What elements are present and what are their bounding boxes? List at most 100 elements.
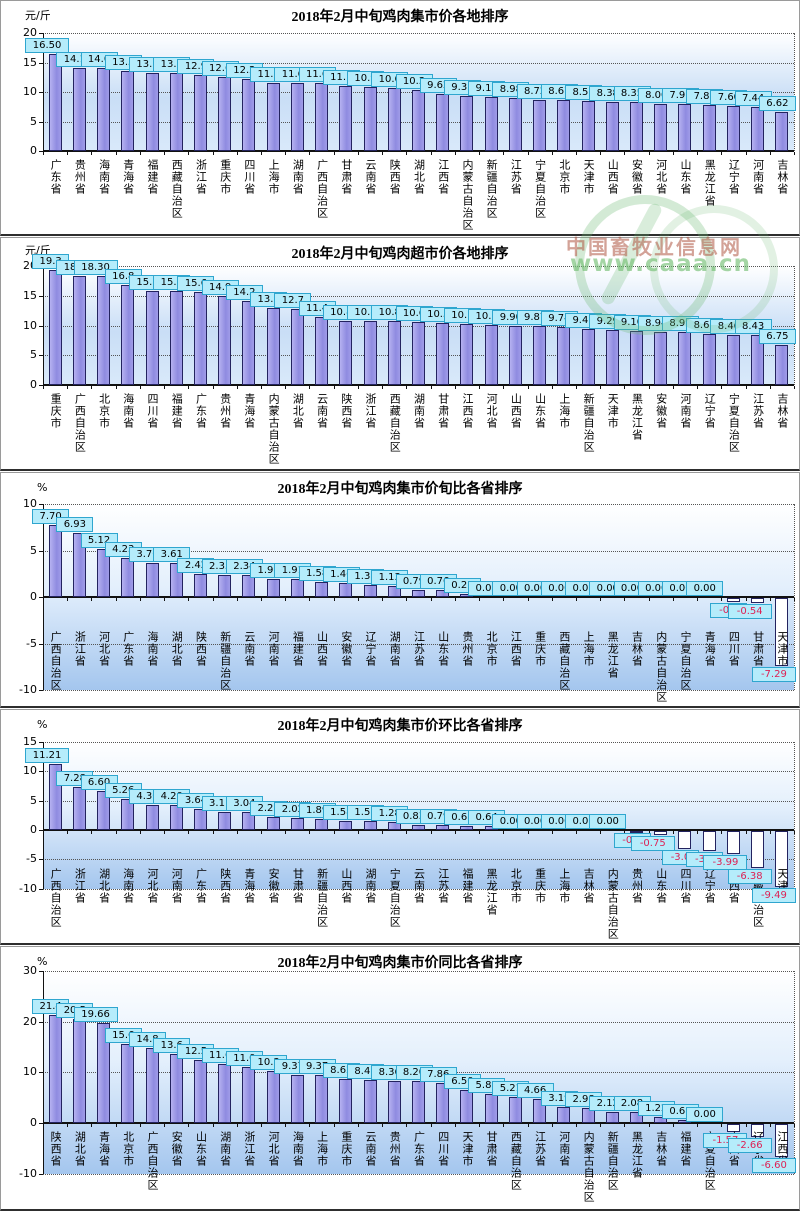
x-axis-label: 河北省	[485, 393, 499, 429]
x-axis-label: 上海市	[267, 159, 281, 195]
x-axis-label: 北京市	[557, 159, 571, 195]
x-axis-label: 四川省	[678, 868, 692, 904]
grid-line	[43, 1173, 794, 1175]
axis-tick	[39, 550, 43, 552]
bar	[193, 74, 207, 151]
x-axis-label: 浙江省	[194, 159, 208, 195]
x-axis-label: 云南省	[315, 393, 329, 429]
bar	[145, 72, 159, 151]
axis-tick	[430, 386, 432, 389]
plot-right-border	[794, 266, 795, 385]
y-tick-label: 5	[30, 543, 37, 557]
y-axis-line	[43, 742, 44, 889]
x-axis-label: 山东省	[194, 1131, 208, 1167]
axis-tick	[236, 598, 238, 601]
supermarket-price-chart-panel: 2018年2月中旬鸡肉超市价各地排序 元/斤 20 15 10 5 0 重庆市 广西自治区北…	[0, 237, 800, 471]
plot-right-border	[794, 971, 795, 1174]
axis-tick	[697, 598, 699, 601]
x-axis-label: 北京市	[97, 393, 111, 429]
axis-tick	[39, 355, 43, 357]
bar	[363, 320, 377, 385]
axis-tick	[67, 831, 69, 834]
negative-bar	[751, 598, 765, 604]
axis-tick	[357, 1124, 359, 1127]
axis-tick	[769, 152, 771, 155]
y-axis-unit: 元/斤	[25, 244, 51, 257]
x-axis-label: 黑龙江省	[485, 868, 499, 916]
axis-tick	[67, 1124, 69, 1127]
axis-tick	[357, 386, 359, 389]
x-axis-label: 湖北省	[291, 393, 305, 429]
plot-area: 10 5 0 -5 -10 广西自治区 浙江省 河北省 广东省 海南省 湖北省 陕西省 新疆自治区 云南省…	[1, 473, 799, 706]
axis-tick	[600, 598, 602, 601]
x-axis-label: 宁夏自治区	[678, 631, 692, 691]
bar	[339, 583, 353, 597]
x-axis-label: 上海市	[557, 393, 571, 429]
axis-tick	[91, 1124, 93, 1127]
bar	[266, 579, 280, 597]
axis-tick	[430, 598, 432, 601]
x-axis-label: 湖南省	[218, 1131, 232, 1167]
bar	[121, 799, 135, 830]
x-axis-label: 浙江省	[73, 868, 87, 904]
axis-tick	[39, 1021, 43, 1023]
bar	[72, 532, 86, 597]
axis-tick	[527, 152, 529, 155]
x-axis-label: 湖南省	[388, 631, 402, 667]
axis-tick	[624, 152, 626, 155]
axis-tick	[309, 386, 311, 389]
x-axis-label: 四川省	[727, 631, 741, 667]
axis-tick	[382, 831, 384, 834]
x-axis-label: 江苏省	[533, 1131, 547, 1167]
axis-tick	[479, 831, 481, 834]
axis-tick	[39, 1123, 43, 1124]
axis-tick	[43, 831, 44, 834]
x-axis-label: 海南省	[121, 393, 135, 429]
x-axis-label: 安徽省	[267, 868, 281, 904]
bar	[702, 104, 716, 151]
grid-line	[43, 33, 794, 34]
axis-tick	[39, 121, 43, 123]
x-axis-label: 河北省	[97, 631, 111, 667]
axis-tick	[551, 1124, 553, 1127]
bar	[242, 575, 256, 597]
axis-tick	[648, 386, 650, 389]
axis-tick	[91, 598, 93, 601]
axis-tick	[39, 33, 43, 34]
axis-tick	[39, 888, 43, 890]
bar	[775, 111, 789, 151]
x-axis-label: 安徽省	[630, 159, 644, 195]
bar	[412, 1081, 425, 1123]
axis-tick	[39, 325, 43, 327]
x-axis-label: 辽宁省	[703, 393, 717, 429]
axis-tick	[794, 831, 795, 834]
bar	[533, 326, 547, 385]
grid-line	[43, 62, 794, 64]
bar	[218, 296, 232, 385]
grid-line	[43, 888, 794, 890]
bar	[557, 1106, 571, 1123]
axis-tick	[43, 598, 44, 601]
axis-tick	[91, 831, 93, 834]
axis-tick	[39, 1072, 43, 1074]
x-axis-label: 江西省	[460, 393, 474, 429]
bar	[315, 317, 329, 385]
x-axis-label: 新疆自治区	[582, 393, 596, 453]
axis-tick	[479, 386, 481, 389]
bar	[145, 804, 159, 830]
axis-tick	[212, 152, 214, 155]
axis-tick	[575, 152, 577, 155]
x-axis-label: 天津市	[606, 393, 620, 429]
bar	[460, 826, 474, 830]
x-axis-label: 广东省	[121, 631, 135, 667]
axis-tick	[285, 1124, 287, 1127]
x-axis-label: 海南省	[146, 631, 160, 667]
x-axis-label: 贵州省	[218, 393, 232, 429]
axis-tick	[261, 598, 263, 601]
y-axis-unit: %	[37, 718, 48, 731]
x-axis-label: 福建省	[146, 159, 160, 195]
x-axis-label: 黑龙江省	[606, 631, 620, 679]
bar	[339, 820, 353, 830]
bar	[315, 582, 329, 597]
axis-tick	[67, 386, 69, 389]
